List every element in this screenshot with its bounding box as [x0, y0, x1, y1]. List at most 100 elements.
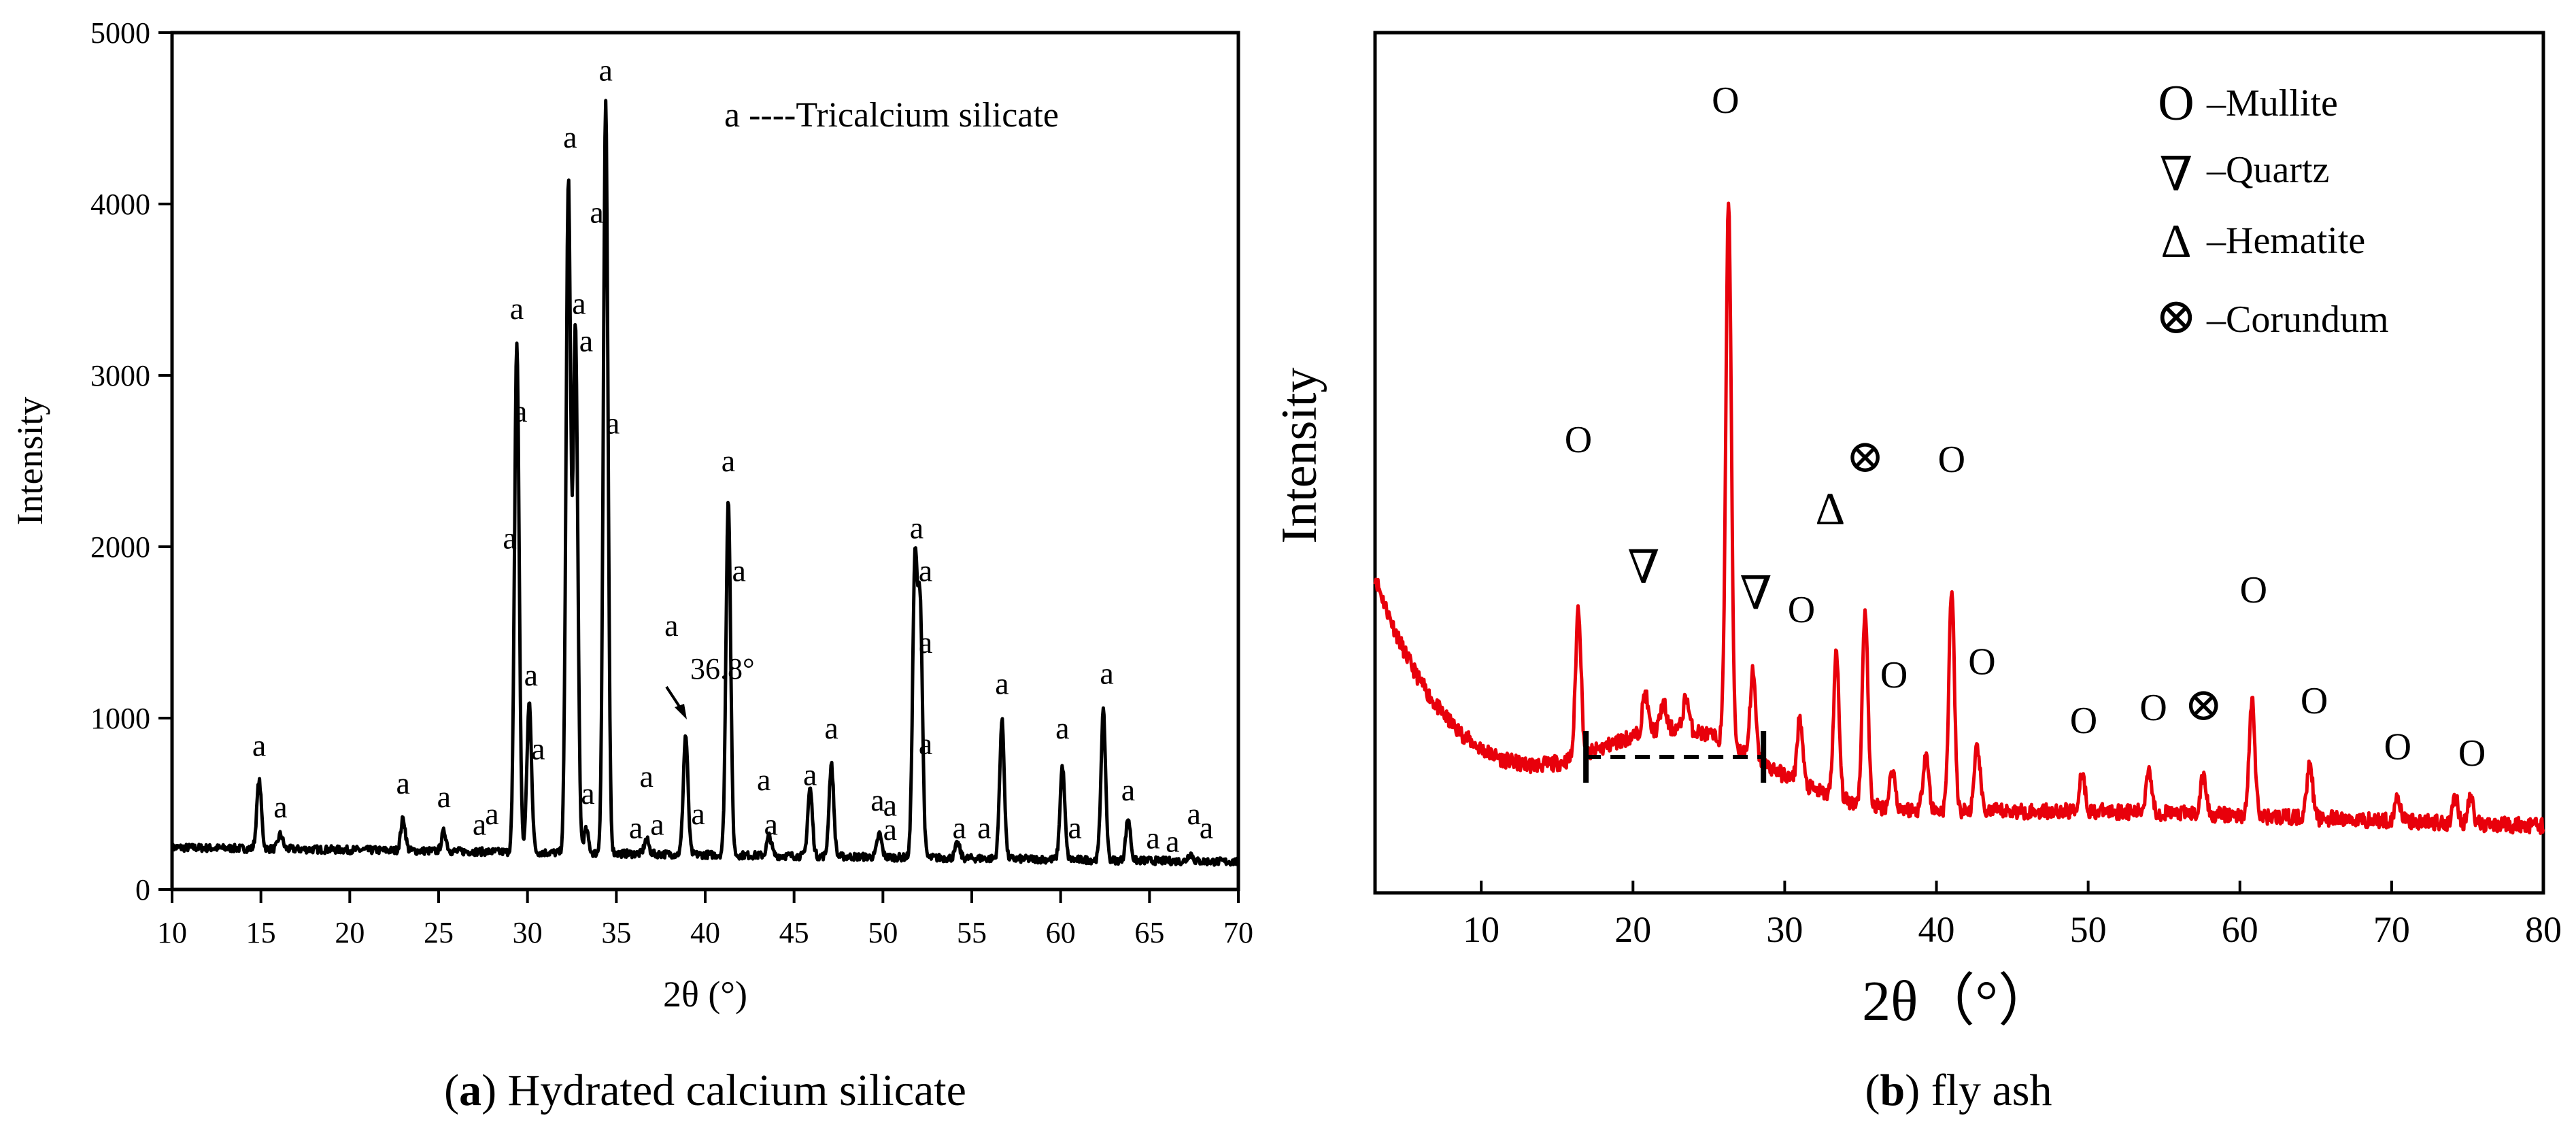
legend-item-quartz: ∇ –Quartz [2160, 149, 2330, 201]
mullite-marker: O [1788, 589, 1815, 631]
panel-a-peak-label: a [1055, 711, 1069, 745]
panel-a-peak-label: a [803, 757, 817, 792]
panel-b-x-tick-label: 20 [1614, 909, 1651, 950]
panel-b-x-tick-label: 70 [2373, 909, 2410, 950]
panel-a-peak-label: a [977, 810, 991, 845]
legend-label-corundum: –Corundum [2206, 299, 2389, 341]
mullite-marker: O [1938, 439, 1965, 481]
panel-a-peak-label: a [531, 731, 545, 766]
panel-a-peak-label: a [1200, 810, 1213, 845]
panel-a-peak-label: a [1100, 656, 1113, 691]
panel-b-x-tick-label: 40 [1918, 909, 1955, 950]
panel-a-peak-label: a [883, 788, 897, 823]
panel-a-series-line [170, 99, 1240, 867]
quartz-symbol-icon: ∇ [2160, 149, 2193, 201]
mullite-marker: O [2070, 700, 2097, 742]
legend-label-hematite: –Hematite [2206, 220, 2365, 262]
corundum-marker: ⊗ [1846, 430, 1884, 482]
panel-a-peak-label: a [598, 53, 612, 88]
panel-a-peak-label: a [952, 810, 966, 845]
panel-a-peak-label: a [650, 807, 664, 841]
panel-a-peak-label: a [640, 759, 654, 794]
mullite-marker: O [1565, 419, 1592, 461]
panel-a-peak-label: a [510, 291, 524, 326]
panel-a-x-tick-label: 20 [335, 916, 365, 949]
panel-a-peak-label: a [572, 286, 586, 320]
panel-a-caption: (a) Hydrated calcium silicate [444, 1066, 966, 1115]
legend-item-mullite: O –Mullite [2158, 75, 2338, 131]
panel-a-chart: 10 15 20 25 30 35 40 45 50 55 60 65 70 0 1000 2000 3000 4… [10, 16, 1253, 1115]
mullite-marker: O [1968, 641, 1995, 683]
panel-a-peak-label: a [252, 728, 266, 762]
panel-a-peak-label: a [473, 807, 486, 841]
panel-b-caption: (b) fly ash [1865, 1066, 2052, 1115]
panel-b-series-line [1373, 201, 2545, 835]
panel-a-peak-label: a [1166, 824, 1179, 859]
panel-a-peak-label: a [606, 406, 620, 441]
panel-a-peak-label: a [1146, 821, 1159, 855]
panel-a-peak-label: a [691, 796, 705, 831]
legend-item-corundum: ⊗ –Corundum [2155, 289, 2389, 345]
panel-a-peak-label: a [870, 783, 884, 817]
panel-a-annotation: 36.8° [690, 652, 755, 685]
panel-b-legend: O –Mullite ∇ –Quartz Δ –Hematite ⊗ –Coru… [2155, 75, 2389, 345]
mullite-marker: O [2458, 732, 2486, 775]
panel-a-peak-label: a [757, 762, 770, 797]
panel-a-peak-label: a [524, 658, 538, 692]
panel-a-peak-label: a [764, 807, 777, 841]
panel-a-x-tick-label: 50 [868, 916, 898, 949]
panel-a-peak-label: a [722, 443, 735, 478]
panel-a-peak-label: a [581, 776, 594, 811]
panel-a-y-tick-label: 4000 [90, 188, 150, 221]
panel-b-axis-ticks: 10 20 30 40 50 60 70 80 [1463, 881, 2562, 950]
panel-a-peak-label: a [513, 394, 527, 428]
panel-a-x-tick-label: 35 [601, 916, 631, 949]
panel-b-x-tick-label: 80 [2525, 909, 2562, 950]
panel-b-x-axis-label: 2θ（°） [1862, 970, 2055, 1033]
mullite-marker: O [1880, 654, 1908, 696]
mullite-marker: O [2301, 680, 2328, 722]
panel-a-peak-label: a [396, 766, 410, 800]
panel-a-y-axis-label: Intensity [10, 397, 50, 526]
panel-a-y-tick-label: 5000 [90, 16, 150, 50]
panel-a-peak-label: a [732, 553, 745, 588]
quartz-marker: ∇ [1740, 568, 1772, 620]
panel-a-y-tick-label: 3000 [90, 359, 150, 392]
panel-a-peak-label: a [919, 553, 932, 588]
panel-a-peak-label: a [883, 812, 897, 847]
hematite-marker: Δ [1815, 483, 1845, 534]
panel-a-x-tick-label: 10 [157, 916, 187, 949]
panel-a-axis-ticks: 10 15 20 25 30 35 40 45 50 55 60 65 70 0 1000 2000 3000 4… [90, 16, 1253, 949]
panel-a-x-tick-label: 70 [1223, 916, 1253, 949]
panel-a-x-axis-label: 2θ (°) [663, 974, 747, 1015]
mullite-symbol-icon: O [2158, 75, 2194, 131]
panel-a-caption-text: Hydrated calcium silicate [496, 1066, 966, 1115]
panel-a-peak-label: a [995, 666, 1009, 701]
panel-b-caption-text: fly ash [1920, 1066, 2052, 1115]
panel-b-x-tick-label: 10 [1463, 909, 1499, 950]
panel-a-x-tick-label: 65 [1134, 916, 1164, 949]
panel-a-x-tick-label: 40 [690, 916, 720, 949]
corundum-symbol-icon: ⊗ [2155, 289, 2197, 345]
panel-a-x-tick-label: 15 [246, 916, 276, 949]
panel-a-peak-label: a [1121, 773, 1135, 807]
panel-a-x-tick-label: 45 [779, 916, 809, 949]
mullite-marker: O [2240, 569, 2267, 611]
panel-a-peak-label: a [503, 521, 516, 556]
panel-a-peak-label: a [579, 324, 593, 358]
panel-a-peak-label: a [629, 810, 643, 845]
mullite-marker: O [2139, 687, 2167, 729]
panel-a-y-tick-label: 1000 [90, 702, 150, 735]
panel-a-peak-label: a [824, 711, 838, 745]
panel-a-x-tick-label: 25 [424, 916, 454, 949]
panel-a-caption-letter: a [459, 1066, 481, 1115]
panel-a-peak-label: a [919, 726, 932, 761]
legend-label-mullite: –Mullite [2206, 82, 2338, 124]
legend-label-quartz: –Quartz [2206, 149, 2329, 191]
panel-a-peak-label: a [485, 796, 498, 831]
panel-a-annotation-arrowhead [675, 704, 687, 719]
